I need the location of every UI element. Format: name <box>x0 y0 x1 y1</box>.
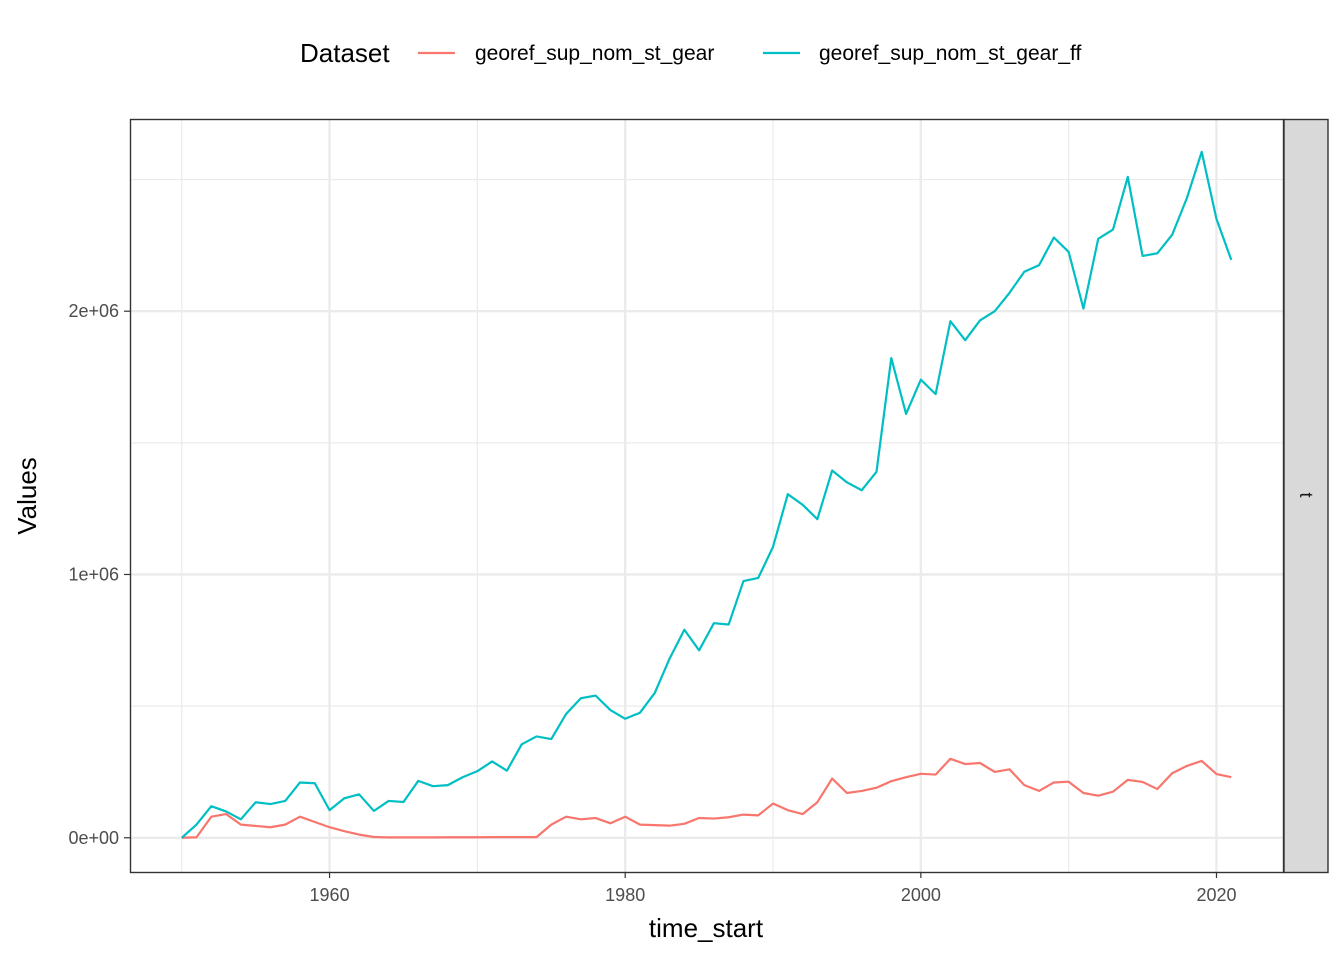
series-layer <box>181 150 1233 839</box>
legend-label-series-1: georef_sup_nom_st_gear <box>475 42 714 65</box>
facet-strip-label: t <box>1296 492 1316 497</box>
major-gridlines <box>130 119 1283 872</box>
minor-gridlines <box>130 119 1283 872</box>
facet-strip-background <box>1283 118 1329 874</box>
plot-panel <box>129 118 1285 874</box>
x-tick-label: 2020 <box>1196 885 1236 905</box>
legend: Dataset georef_sup_nom_st_gear georef_su… <box>300 38 1081 68</box>
legend-label-series-2: georef_sup_nom_st_gear_ff <box>819 42 1081 65</box>
panel-background <box>130 119 1283 872</box>
series-line-1 <box>181 757 1232 839</box>
x-axis: 1960 1980 2000 2020 <box>310 872 1237 905</box>
y-axis: 0e+00 1e+06 2e+06 <box>68 301 130 848</box>
y-tick-label: 0e+00 <box>68 828 119 848</box>
y-axis-title: Values <box>12 457 42 535</box>
x-tick-label: 1980 <box>605 885 645 905</box>
series-line-2 <box>181 150 1233 839</box>
x-axis-title: time_start <box>649 913 764 943</box>
x-tick-label: 2000 <box>901 885 941 905</box>
legend-title: Dataset <box>300 38 390 68</box>
y-tick-label: 2e+06 <box>68 301 119 321</box>
x-tick-label: 1960 <box>310 885 350 905</box>
y-tick-label: 1e+06 <box>68 564 119 584</box>
facet-strip: t <box>1283 118 1329 874</box>
